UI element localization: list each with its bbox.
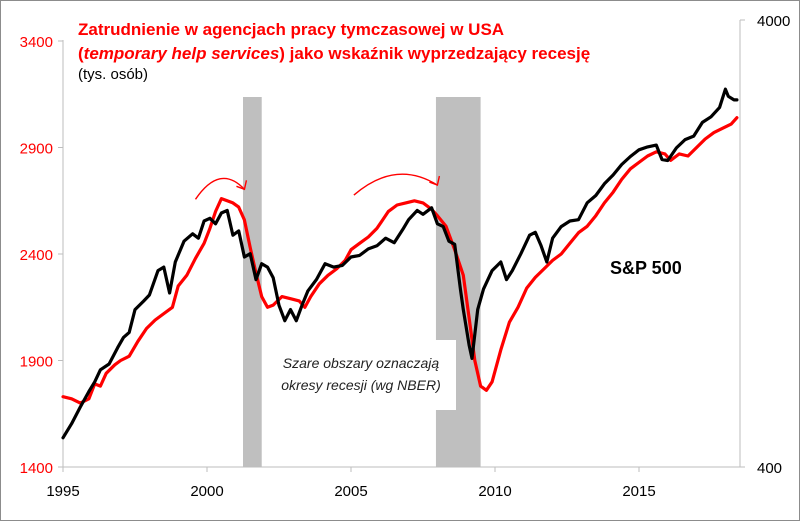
left-axis-tick-label: 2900	[20, 141, 53, 158]
left-axis-tick-label: 2400	[20, 247, 53, 264]
x-axis-tick-label: 2010	[478, 483, 511, 500]
right-axis-tick-label: 4000	[757, 13, 790, 30]
arrow-head-1	[236, 180, 248, 191]
recession-note: Szare obszary oznaczają okresy recesji (…	[266, 340, 456, 410]
recession-band-1	[243, 97, 262, 467]
arrow-head-2	[429, 175, 441, 186]
sp500-line	[61, 87, 739, 440]
arrow-curve-1	[194, 177, 245, 200]
x-axis-tick-label: 2005	[334, 483, 367, 500]
right-axis-tick-label: 400	[757, 460, 782, 477]
chart-subtitle: (tys. osób)	[78, 66, 149, 83]
arrow-curve-2	[353, 173, 438, 196]
x-axis-tick-label: 1995	[46, 483, 79, 500]
title-line-1: Zatrudnienie w agencjach pracy tymczasow…	[78, 20, 505, 39]
left-axis-tick-label: 1900	[20, 354, 53, 371]
title-italic: temporary help services	[83, 44, 280, 63]
recession-bands	[243, 97, 481, 467]
left-axis-tick-label: 3400	[20, 34, 53, 51]
sp500-series-label: S&P 500	[610, 258, 682, 278]
recession-note-line-2: okresy recesji (wg NBER)	[281, 377, 441, 393]
x-axis-tick-label: 2015	[622, 483, 655, 500]
x-axis-tick-label: 2000	[190, 483, 223, 500]
axes: 1400 1900 2400 2900 3400 400 4000 1995 2000 2005 2…	[20, 13, 791, 500]
left-axis-tick-label: 1400	[20, 460, 53, 477]
temp-help-line	[61, 116, 739, 405]
recession-note-line-1: Szare obszary oznaczają	[282, 355, 440, 371]
chart-title: Zatrudnienie w agencjach pracy tymczasow…	[78, 18, 590, 66]
series-lines	[61, 87, 739, 440]
title-line-2: (temporary help services) jako wskaźnik …	[78, 44, 591, 63]
annotation-arrows	[194, 173, 441, 200]
